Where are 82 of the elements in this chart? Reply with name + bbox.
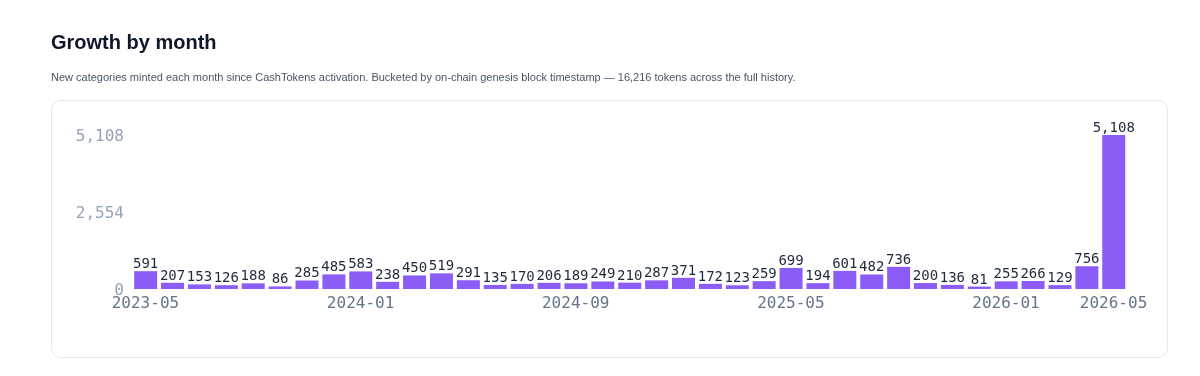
- bar: [456, 280, 480, 289]
- bar: [134, 271, 158, 289]
- data-label: 583: [348, 255, 374, 272]
- bar: [698, 283, 722, 289]
- bar: [403, 275, 427, 289]
- data-label: 123: [724, 269, 750, 286]
- chart-subtitle: New categories minted each month since CashTokens activation. Bucketed by on-chain genesis block timestamp — 16,216 tokens across the full history.: [51, 71, 796, 83]
- bar: [940, 284, 964, 289]
- data-label: 136: [939, 268, 966, 285]
- data-label: 206: [536, 266, 562, 283]
- data-label: 153: [186, 268, 213, 285]
- bar: [322, 274, 346, 289]
- x-tick-label: 2025-05: [757, 293, 825, 313]
- x-tick-label: 2024-01: [326, 293, 395, 313]
- bar: [752, 281, 776, 289]
- bar: [914, 282, 938, 289]
- data-label: 189: [563, 267, 589, 284]
- data-label: 450: [401, 259, 428, 276]
- bar: [241, 283, 265, 289]
- x-tick-label: 2024-09: [542, 293, 610, 313]
- bar: [994, 281, 1018, 289]
- bar: [537, 282, 561, 289]
- data-label: 285: [294, 264, 320, 281]
- bar: [860, 274, 884, 289]
- bar: [1102, 135, 1126, 289]
- data-label: 126: [213, 269, 239, 286]
- data-label: 86: [271, 270, 289, 287]
- data-label: 207: [159, 266, 186, 283]
- data-label: 736: [885, 250, 912, 267]
- data-label: 188: [240, 267, 266, 284]
- data-label: 601: [832, 254, 858, 271]
- bar: [1075, 266, 1099, 289]
- data-label: 259: [751, 265, 777, 282]
- data-label: 238: [375, 265, 401, 282]
- data-label: 81: [970, 270, 988, 287]
- bar: [295, 280, 319, 289]
- data-label: 255: [993, 265, 1019, 282]
- bar: [510, 283, 534, 289]
- bar: [1021, 280, 1045, 289]
- bar: [645, 280, 669, 289]
- bar: [779, 267, 803, 289]
- data-label: 170: [509, 267, 535, 284]
- bar: [483, 284, 507, 289]
- data-label: 266: [1020, 264, 1046, 281]
- data-label: 210: [617, 266, 643, 283]
- chart-title: Growth by month: [51, 31, 217, 54]
- data-label: 485: [321, 258, 347, 275]
- data-label: 591: [133, 255, 159, 272]
- bar: [806, 283, 830, 289]
- bar: [376, 281, 400, 289]
- y-tick-label: 2,554: [75, 202, 124, 222]
- bar: [214, 285, 238, 289]
- bar: [268, 286, 292, 289]
- data-label: 371: [670, 261, 697, 278]
- x-tick-label: 2026-05: [1079, 293, 1148, 313]
- bar: [725, 285, 749, 289]
- bar: [161, 282, 185, 289]
- data-label: 699: [778, 251, 804, 268]
- data-label: 129: [1047, 269, 1073, 286]
- bar: [187, 284, 211, 289]
- data-label: 5,108: [1092, 119, 1135, 135]
- x-tick-label: 2026-01: [972, 293, 1040, 313]
- bar: [591, 281, 615, 289]
- bar: [671, 277, 695, 289]
- data-label: 249: [590, 265, 616, 282]
- data-label: 519: [428, 257, 455, 274]
- data-label: 756: [1074, 250, 1100, 267]
- data-label: 200: [912, 266, 939, 283]
- bar: [618, 282, 642, 289]
- data-label: 287: [643, 264, 670, 281]
- bar: [1048, 285, 1072, 289]
- data-label: 291: [455, 264, 481, 281]
- data-label: 194: [805, 267, 831, 284]
- bar: [833, 270, 857, 289]
- bar: [349, 271, 373, 289]
- data-label: 172: [697, 267, 724, 284]
- data-label: 135: [482, 268, 508, 285]
- data-label: 482: [859, 258, 885, 275]
- bar: [429, 273, 453, 289]
- bar: [564, 283, 588, 289]
- y-tick-label: 5,108: [75, 125, 124, 145]
- bar: [887, 266, 911, 289]
